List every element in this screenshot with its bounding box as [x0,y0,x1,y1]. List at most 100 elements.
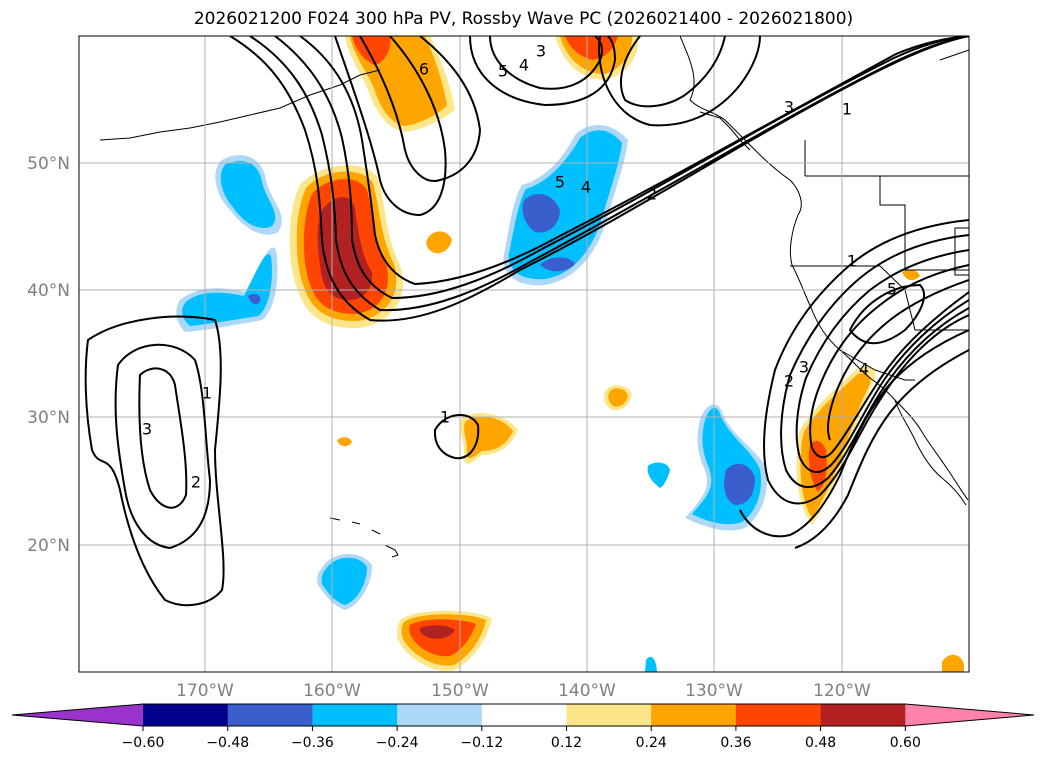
colorbar-segment [397,704,483,726]
baja-peninsula [894,399,967,506]
colorbar-segment [735,704,822,726]
lat-label-20: 20°N [27,536,70,556]
lat-label-30: 30°N [27,408,70,428]
lon-label-130w: 130°W [685,681,743,701]
colorbar-tick-label: 0.36 [720,735,751,751]
longitude-labels: 170°W 160°W 150°W 140°W 130°W 120°W [176,681,871,701]
contour-labels: 3 5 4 6 3 2 1 5 4 1 1 3 2 1 5 3 2 4 [142,42,897,492]
colorbar-tick-label: 0.48 [805,735,836,751]
contour-line [763,219,969,505]
colorbar-extend-low [12,704,143,726]
positive-anomaly-area [808,440,827,492]
state-border [954,227,969,276]
positive-anomaly-area [317,196,373,301]
contour-label: 3 [784,98,794,117]
coastline [679,36,969,501]
negative-anomaly-area [522,194,560,233]
negative-anomaly-area [508,130,622,280]
lon-label-120w: 120°W [813,681,871,701]
colorbar-segment [820,704,906,726]
colorbar-segment [227,704,313,726]
lon-label-150w: 150°W [431,681,489,701]
contour-label: 3 [799,358,809,377]
positive-anomaly-area [608,388,628,407]
contour-line [848,283,925,345]
contour-line [598,36,761,127]
colorbar-segment [481,704,567,726]
contour-line [359,36,482,182]
contour-line [249,36,969,312]
colorbar-tick-label: −0.36 [291,735,334,751]
lon-label-170w: 170°W [176,681,234,701]
contour-label: 3 [536,42,546,61]
positive-anomaly-area [337,437,352,447]
contour-label: 6 [419,60,429,79]
contour-label: 1 [440,408,450,427]
canada-border [804,49,969,176]
state-border [879,176,969,271]
colorbar-tick-label: −0.48 [206,735,249,751]
contour-line [739,329,969,538]
contour-label: 4 [859,360,869,379]
contour-line [780,234,969,488]
contour-line [794,349,969,549]
contour-line [826,279,969,441]
lon-label-140w: 140°W [558,681,616,701]
contour-line [299,36,969,286]
contour-line [469,36,617,107]
contour-line [84,315,225,607]
colorbar-tick-label: 0.60 [890,735,921,751]
latitude-labels: 50°N 40°N 30°N 20°N [27,154,70,556]
aleutian-islands [99,69,381,141]
gridlines [79,36,969,672]
contour-label: 5 [498,62,508,81]
lat-label-40: 40°N [27,281,70,301]
contour-label: 2 [647,185,657,204]
contour-line [138,367,188,509]
positive-anomaly-area [902,269,920,281]
colorbar-tick-label: −0.60 [122,735,165,751]
colorbar: −0.60 −0.48 −0.36 −0.24 −0.12 0.12 0.24 0.36 0.4… [11,703,1035,751]
colorbar-tick-label: −0.12 [460,735,503,751]
contour-label: 1 [842,100,852,119]
map-background [79,36,969,672]
contour-label: 1 [202,384,212,403]
positive-anomaly-area [352,36,391,65]
contour-label: 4 [581,178,591,197]
negative-anomaly-area [540,257,575,272]
negative-anomaly-area [647,462,670,488]
negative-anomaly-area [724,463,755,505]
contour-line [334,36,447,217]
contour-label: 4 [519,56,529,75]
colorbar-segment [566,704,652,726]
figure-title: 2026021200 F024 300 hPa PV, Rossby Wave … [193,9,854,29]
map-frame [78,35,970,673]
positive-anomaly-area [426,231,452,254]
negative-anomaly-area [248,294,261,304]
negative-anomaly-area [220,161,276,228]
lat-label-50: 50°N [27,154,70,174]
contour-label: 2 [784,372,794,391]
contour-label: 5 [887,280,897,299]
contour-line [274,36,969,300]
contour-line [620,36,726,108]
state-border [839,349,915,381]
positive-anomaly-area [565,36,618,60]
contour-line [114,343,212,550]
colorbar-segment [312,704,398,726]
negative-anomaly-area [645,656,657,672]
positive-anomaly-area [464,416,513,459]
contour-line [489,36,604,90]
contour-line [433,414,480,460]
contour-label: 1 [847,252,857,271]
contour-label: 5 [555,173,565,192]
positive-anomaly-area [419,625,455,639]
hawaii-islands [329,517,399,558]
colorbar-tick-label: −0.24 [376,735,419,751]
colorbar-extend-high [905,704,1034,726]
colorbar-segment [651,704,737,726]
colorbar-tick-label: 0.24 [636,735,667,751]
lon-label-160w: 160°W [303,681,361,701]
